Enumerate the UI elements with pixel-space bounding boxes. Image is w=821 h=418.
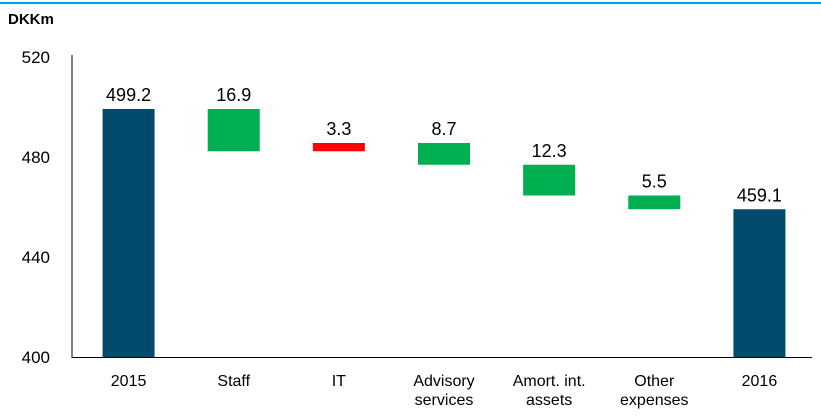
unit-label: DKKm [8, 11, 54, 28]
y-tick-label: 520 [22, 48, 50, 67]
x-tick-label: 2015 [110, 373, 147, 390]
bar [207, 109, 260, 152]
value-label: 12.3 [532, 141, 567, 161]
bar [312, 143, 365, 152]
value-label: 3.3 [326, 119, 351, 139]
y-tick-label: 440 [22, 248, 50, 267]
bar [418, 143, 470, 165]
x-tick-label: 2016 [741, 373, 778, 390]
y-tick-label: 480 [22, 148, 50, 167]
bar [102, 109, 155, 357]
value-label: 459.1 [737, 185, 782, 205]
x-tick-label: Amort. int. assets [512, 373, 586, 409]
bar [523, 164, 576, 196]
value-label: 16.9 [216, 85, 251, 105]
y-tick-label: 400 [22, 348, 50, 367]
bar [733, 209, 786, 357]
value-label: 8.7 [431, 119, 456, 139]
x-tick-label: Staff [217, 373, 251, 390]
x-tick-label: Advisory services [413, 373, 475, 409]
value-label: 499.2 [106, 85, 151, 105]
bar [628, 195, 681, 210]
value-label: 5.5 [642, 172, 667, 192]
x-tick-label: IT [331, 373, 346, 390]
x-tick-label: Other expenses [620, 373, 689, 409]
